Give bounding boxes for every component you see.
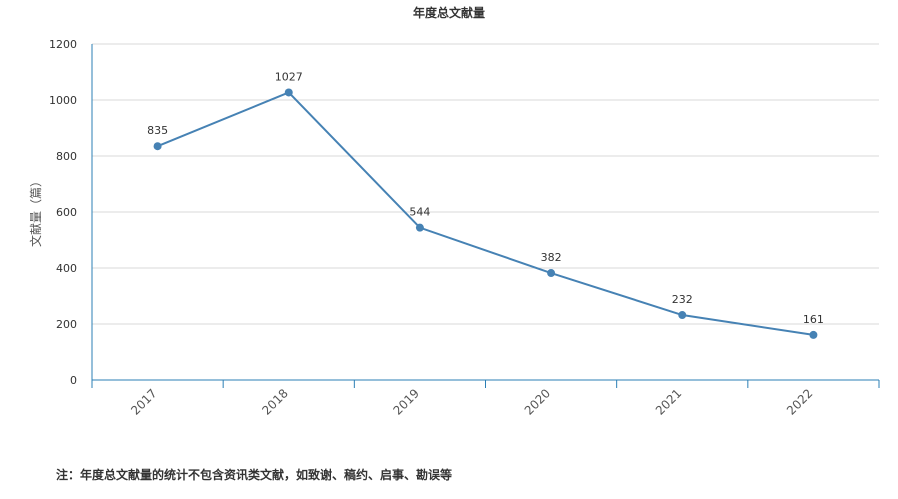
x-tick-labels: 2017 2018 2019 2020 2021 2022: [128, 386, 815, 417]
y-axis-label: 文献量（篇）: [28, 175, 43, 247]
y-tick-label: 1200: [49, 38, 77, 51]
x-tick-label: 2020: [522, 386, 553, 417]
data-point: [284, 88, 293, 97]
x-tick-label: 2018: [259, 386, 290, 417]
series-line: [157, 91, 814, 336]
y-tick-label: 200: [56, 318, 77, 331]
y-tick-labels: 0 200 400 600 800 1000 1200: [49, 38, 77, 387]
data-point: [809, 330, 818, 339]
data-label: 232: [672, 293, 693, 306]
y-tick-label: 600: [56, 206, 77, 219]
x-tick-label: 2022: [784, 386, 815, 417]
data-point: [415, 223, 424, 232]
chart-title: 年度总文献量: [413, 5, 485, 20]
data-labels: 835 1027 544 382 232 161: [147, 70, 824, 325]
data-label: 544: [409, 206, 430, 219]
footnote: 注：年度总文献量的统计不包含资讯类文献，如致谢、稿约、启事、勘误等: [56, 468, 453, 482]
data-point: [547, 269, 556, 278]
data-label: 835: [147, 124, 168, 137]
series-line-group: [157, 91, 814, 336]
data-point: [678, 311, 687, 320]
data-label: 382: [541, 251, 562, 264]
data-label: 1027: [275, 70, 303, 83]
axes: [91, 44, 880, 388]
x-tick-label: 2021: [653, 386, 684, 417]
data-label: 161: [803, 313, 824, 326]
y-tick-label: 800: [56, 150, 77, 163]
y-tick-label: 400: [56, 262, 77, 275]
x-tick-label: 2019: [391, 386, 422, 417]
y-tick-label: 1000: [49, 94, 77, 107]
data-points: [153, 88, 818, 339]
x-tick-label: 2017: [128, 386, 159, 417]
y-tick-label: 0: [70, 374, 77, 387]
grid-lines: [92, 43, 879, 325]
data-point: [153, 142, 162, 151]
